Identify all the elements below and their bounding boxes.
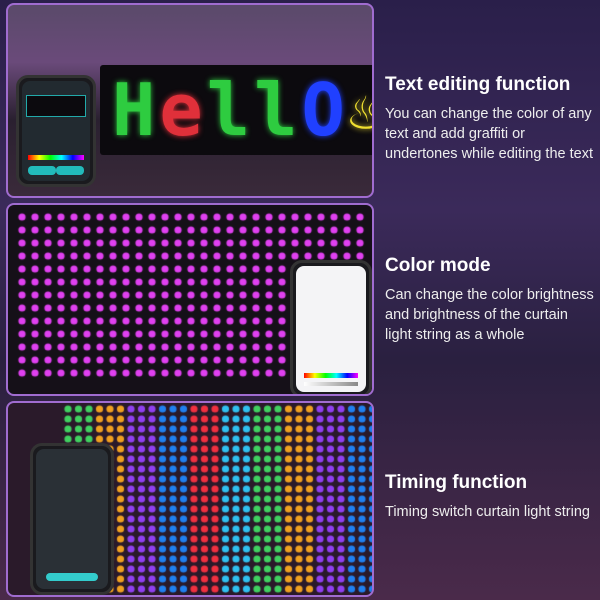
- phone-color-mode: [290, 260, 372, 394]
- text-editing-panel: H e l l O ♨: [6, 3, 374, 198]
- timing-panel: [6, 401, 374, 597]
- color-mode-panel: [6, 203, 374, 396]
- brightness-slider[interactable]: [304, 382, 358, 386]
- led-letter: l: [206, 68, 255, 152]
- led-letter: O: [301, 68, 349, 152]
- cancel-button[interactable]: [28, 166, 56, 175]
- feature-title: Color mode: [385, 255, 491, 276]
- led-sign: H e l l O ♨: [100, 65, 372, 155]
- phone-text-editor: [16, 75, 96, 187]
- phone-timer: [30, 443, 114, 595]
- save-button[interactable]: [46, 573, 98, 581]
- feature-title: Text editing function: [385, 74, 571, 95]
- feature-title: Timing function: [385, 472, 528, 493]
- confirm-button[interactable]: [56, 166, 84, 175]
- color-slider[interactable]: [304, 373, 358, 378]
- cake-icon: ♨: [349, 78, 372, 143]
- feature-color-mode: Color mode Can change the color brightne…: [385, 255, 595, 345]
- preview-box: [26, 95, 86, 117]
- feature-timing: Timing function Timing switch curtain li…: [385, 472, 595, 522]
- led-letter: e: [159, 68, 207, 152]
- feature-description: You can change the color of any text and…: [385, 106, 593, 162]
- led-letter: l: [254, 68, 302, 152]
- feature-description: Can change the color brightness and brig…: [385, 287, 594, 343]
- feature-text-editing: Text editing function You can change the…: [385, 74, 595, 164]
- feature-description: Timing switch curtain light string: [385, 504, 590, 520]
- led-letter: H: [112, 68, 160, 152]
- color-slider[interactable]: [28, 155, 84, 160]
